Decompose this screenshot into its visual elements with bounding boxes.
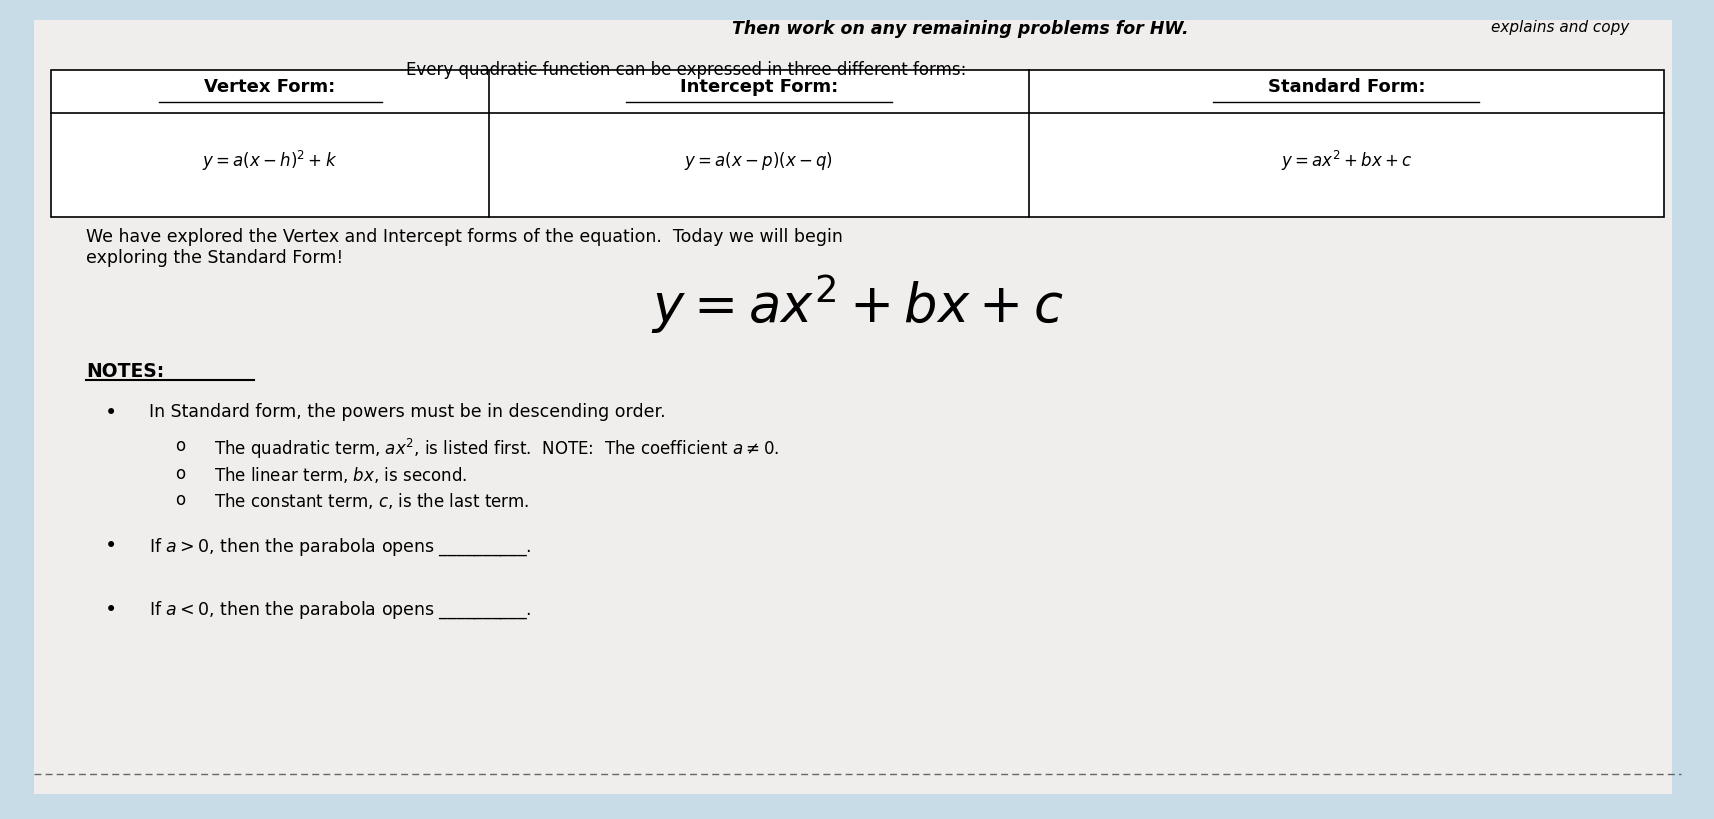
Text: Every quadratic function can be expressed in three different forms:: Every quadratic function can be expresse… — [406, 61, 965, 79]
Text: Standard Form:: Standard Form: — [1267, 79, 1424, 96]
Text: o: o — [175, 437, 185, 455]
Text: explains and copy: explains and copy — [1489, 20, 1628, 35]
Text: o: o — [175, 465, 185, 483]
Text: $y=ax^2+bx+c$: $y=ax^2+bx+c$ — [1280, 149, 1411, 173]
Text: $y=a(x-p)(x-q)$: $y=a(x-p)(x-q)$ — [684, 150, 833, 172]
Text: •: • — [105, 403, 118, 423]
Text: Intercept Form:: Intercept Form: — [679, 79, 838, 96]
Text: $y=a(x-h)^2+k$: $y=a(x-h)^2+k$ — [202, 149, 338, 173]
Text: Vertex Form:: Vertex Form: — [204, 79, 336, 96]
Text: We have explored the Vertex and Intercept forms of the equation.  Today we will : We have explored the Vertex and Intercep… — [86, 228, 842, 246]
Text: •: • — [105, 600, 118, 619]
FancyBboxPatch shape — [34, 20, 1671, 794]
Text: •: • — [105, 536, 118, 556]
Text: exploring the Standard Form!: exploring the Standard Form! — [86, 249, 343, 267]
Text: Then work on any remaining problems for HW.: Then work on any remaining problems for … — [732, 20, 1188, 38]
Text: o: o — [175, 491, 185, 509]
Text: If $a<0$, then the parabola opens __________.: If $a<0$, then the parabola opens ______… — [149, 600, 531, 621]
Text: In Standard form, the powers must be in descending order.: In Standard form, the powers must be in … — [149, 403, 665, 421]
Text: $y=ax^2+bx+c$: $y=ax^2+bx+c$ — [651, 273, 1063, 337]
Text: The quadratic term, $ax^2$, is listed first.  NOTE:  The coefficient $a \neq 0$.: The quadratic term, $ax^2$, is listed fi… — [214, 437, 780, 461]
Text: NOTES:: NOTES: — [86, 362, 165, 381]
Bar — [51, 70, 1663, 217]
Text: If $a>0$, then the parabola opens __________.: If $a>0$, then the parabola opens ______… — [149, 536, 531, 558]
Text: The linear term, $bx$, is second.: The linear term, $bx$, is second. — [214, 465, 468, 485]
Text: The constant term, $c$, is the last term.: The constant term, $c$, is the last term… — [214, 491, 530, 511]
